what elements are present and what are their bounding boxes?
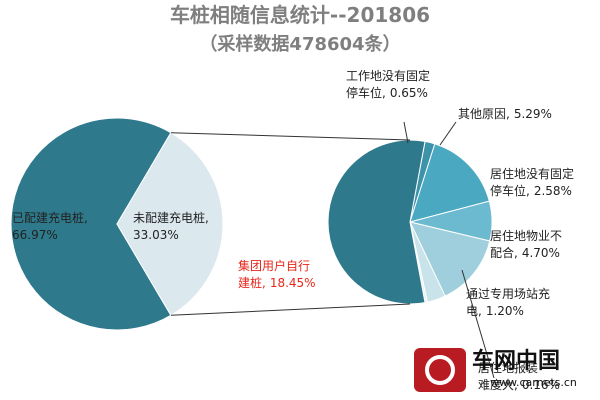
leader-line bbox=[403, 121, 409, 144]
leader-line bbox=[439, 121, 457, 146]
data-label: 其他原因, bbox=[458, 107, 510, 121]
watermark-logo-ring bbox=[425, 355, 455, 385]
leader-line bbox=[461, 269, 495, 379]
chart-title: 车桩相随信息统计--201806 bbox=[170, 3, 430, 27]
data-label: 已配建充电桩, bbox=[12, 210, 88, 225]
pie-slice bbox=[10, 117, 172, 331]
value-label: 66.97% bbox=[12, 228, 58, 242]
value-label: 4.70% bbox=[522, 246, 560, 260]
value-label: 0.16% bbox=[522, 378, 560, 392]
watermark-logo bbox=[414, 348, 466, 392]
value-label: 1.20% bbox=[486, 304, 524, 318]
value-label: 5.29% bbox=[514, 107, 552, 121]
watermark-name: 车网中国 bbox=[472, 348, 560, 374]
data-label: 工作地没有固定停车位, bbox=[346, 68, 430, 100]
pie-slice bbox=[409, 143, 490, 223]
data-label: 集团用户自行建桩, bbox=[238, 258, 310, 290]
value-label: 33.03% bbox=[133, 228, 179, 242]
value-label: 2.58% bbox=[534, 184, 572, 198]
pie-slice bbox=[327, 139, 426, 305]
data-label: 居住地物业不配合, bbox=[490, 229, 562, 260]
connector-line bbox=[170, 303, 411, 316]
data-label: 居住地没有固定停车位, bbox=[490, 166, 574, 198]
data-label: 居住地报装难度大, bbox=[478, 360, 538, 392]
chart-subtitle: （采样数据478604条） bbox=[199, 33, 400, 55]
value-label: 18.45% bbox=[270, 276, 316, 290]
value-label: 0.65% bbox=[390, 86, 428, 100]
pie-slice bbox=[116, 132, 224, 316]
connector-line bbox=[170, 132, 411, 141]
pie-slice bbox=[409, 221, 491, 297]
data-label: 未配建充电桩, bbox=[133, 210, 209, 225]
watermark-url: www.carnets.cn bbox=[490, 376, 577, 389]
